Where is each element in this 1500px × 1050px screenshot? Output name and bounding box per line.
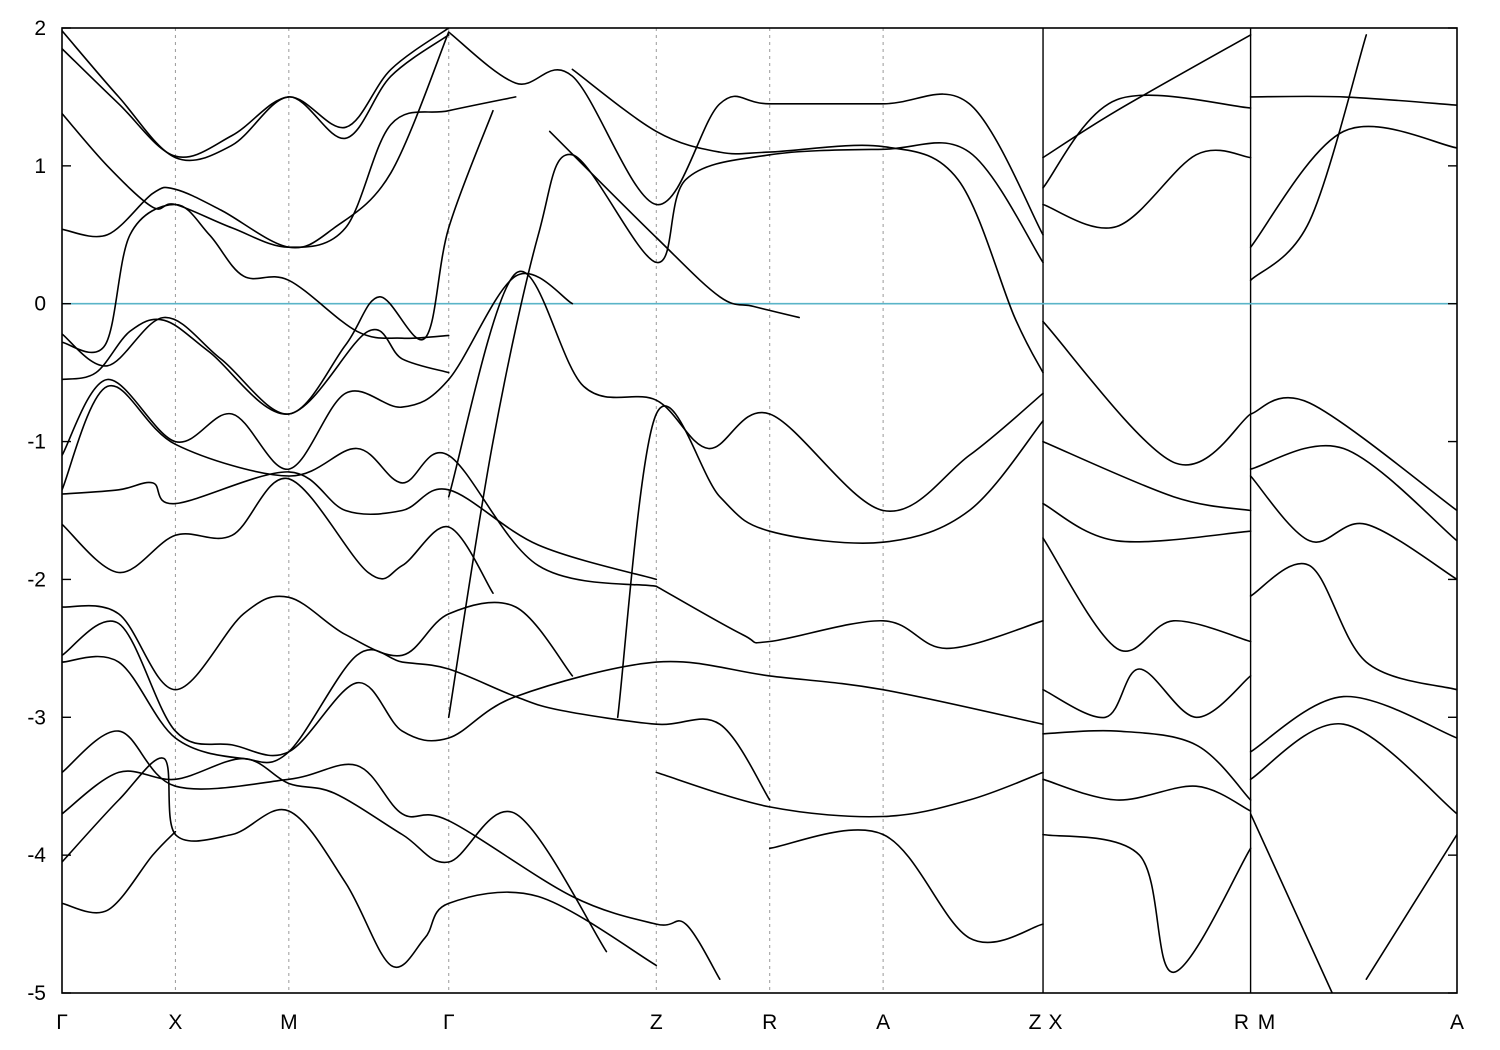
band-line bbox=[1249, 125, 1457, 248]
band-line bbox=[62, 757, 608, 953]
band-line bbox=[1249, 444, 1457, 542]
x-kpoint-label: Z bbox=[1029, 1011, 1042, 1034]
band-line bbox=[1249, 475, 1457, 581]
x-kpoint-label: X bbox=[1049, 1011, 1063, 1034]
y-tick-label: -5 bbox=[27, 982, 46, 1005]
band-line bbox=[62, 830, 177, 914]
band-line bbox=[1249, 34, 1368, 282]
band-line bbox=[62, 31, 450, 249]
band-line bbox=[62, 648, 771, 801]
band-line bbox=[655, 771, 1044, 818]
band-line bbox=[1042, 502, 1252, 543]
x-kpoint-label: Γ bbox=[56, 1011, 68, 1034]
x-kpoint-label: Z bbox=[650, 1011, 663, 1034]
band-line bbox=[447, 142, 1044, 719]
band-line bbox=[1042, 149, 1252, 229]
band-line bbox=[62, 730, 721, 980]
plot-frame bbox=[61, 27, 1458, 994]
band-line bbox=[62, 384, 658, 588]
band-line bbox=[62, 471, 658, 581]
y-tick-label: -4 bbox=[27, 844, 46, 867]
band-line bbox=[1365, 833, 1457, 980]
y-tick-label: -3 bbox=[27, 706, 46, 729]
band-line bbox=[655, 585, 1044, 650]
band-line bbox=[1042, 94, 1252, 189]
band-line bbox=[1042, 778, 1252, 812]
band-line bbox=[1249, 562, 1457, 691]
x-kpoint-label: A bbox=[876, 1011, 890, 1034]
band-line bbox=[62, 96, 517, 249]
band-line bbox=[62, 757, 658, 969]
band-line bbox=[1042, 320, 1252, 466]
band-line bbox=[1042, 440, 1252, 512]
y-tick-label: -1 bbox=[27, 431, 46, 454]
band-line bbox=[1042, 34, 1252, 159]
y-tick-label: -2 bbox=[27, 568, 46, 591]
x-kpoint-label: M bbox=[280, 1011, 298, 1034]
band-line bbox=[1249, 723, 1457, 815]
x-kpoint-label: Γ bbox=[443, 1011, 455, 1034]
band-line bbox=[1042, 833, 1252, 974]
y-tick-label: 1 bbox=[34, 155, 46, 178]
band-lines bbox=[62, 28, 1457, 993]
band-line bbox=[62, 620, 1044, 757]
band-line bbox=[62, 28, 450, 159]
x-kpoint-label: X bbox=[168, 1011, 182, 1034]
band-line bbox=[548, 130, 800, 319]
band-line bbox=[1042, 729, 1252, 801]
band-line bbox=[571, 68, 1044, 374]
band-line bbox=[62, 272, 574, 470]
band-line bbox=[1249, 695, 1457, 753]
band-line bbox=[1249, 95, 1457, 106]
band-line bbox=[62, 30, 450, 162]
band-line bbox=[616, 405, 1044, 719]
band-line bbox=[447, 31, 1044, 236]
band-line bbox=[1042, 668, 1252, 719]
kpoint-gridlines bbox=[174, 28, 1252, 993]
x-kpoint-label: R bbox=[1234, 1011, 1249, 1034]
band-line bbox=[768, 829, 1044, 944]
x-kpoint-label: M bbox=[1258, 1011, 1276, 1034]
y-tick-label: 0 bbox=[34, 293, 46, 316]
y-axis: 2 1 0 -1 -2 -3 -4 -5 bbox=[27, 17, 1457, 1005]
band-line bbox=[62, 109, 494, 415]
band-line bbox=[62, 203, 450, 354]
x-kpoint-label: R bbox=[762, 1011, 777, 1034]
band-line bbox=[1249, 396, 1457, 512]
band-line bbox=[62, 318, 450, 415]
y-tick-label: 2 bbox=[34, 17, 46, 40]
band-line bbox=[62, 595, 574, 691]
band-line bbox=[62, 477, 494, 594]
band-line bbox=[1249, 813, 1333, 993]
x-kpoint-label: A bbox=[1450, 1011, 1464, 1034]
band-line bbox=[447, 270, 1044, 513]
band-line bbox=[1042, 537, 1252, 652]
